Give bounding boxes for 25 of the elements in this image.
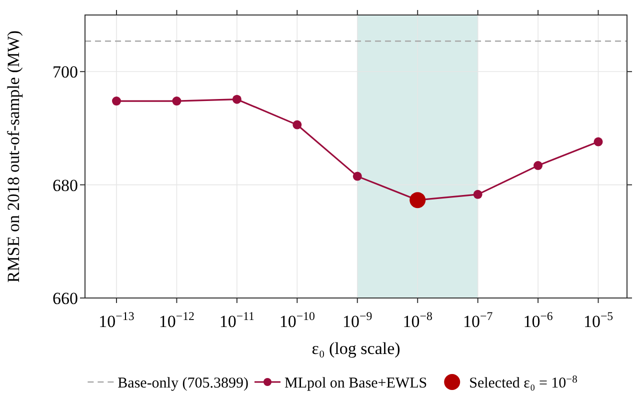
y-tick-label: 660: [52, 288, 78, 308]
point: [232, 94, 242, 104]
legend-label: Base-only (705.3899): [118, 375, 248, 392]
y-tick-label: 680: [52, 176, 78, 195]
x-tick-label: 10$^{−9}$: [342, 309, 372, 331]
x-tick-label: 10$^{−5}$: [583, 309, 614, 331]
x-axis-title: ε₀ (log scale): [312, 339, 400, 358]
x-tick-label: 10$^{−10}$: [279, 309, 315, 331]
y-axis-title: RMSE on 2018 out-of-sample (MW): [4, 30, 23, 283]
point: [112, 96, 121, 106]
point: [292, 120, 302, 130]
x-tick-label: 10$^{−13}$: [98, 309, 134, 331]
x-tick-label: 10$^{−8}$: [402, 309, 432, 331]
point: [352, 172, 362, 181]
legend-label: MLpol on Base+EWLS: [284, 375, 428, 392]
legend-label: Selected ε₀ = 10$^{−8}$: [469, 374, 578, 392]
x-tick-label: 10$^{−11}$: [219, 309, 255, 331]
x-tick-label: 10$^{−7}$: [462, 309, 493, 331]
point: [172, 96, 182, 106]
x-tick-label: 10$^{−6}$: [523, 309, 553, 331]
point: [534, 161, 543, 170]
y-tick-label: 700: [52, 62, 78, 82]
x-tick-label: 10$^{−12}$: [158, 309, 195, 331]
point: [473, 190, 482, 199]
point: [594, 137, 603, 146]
